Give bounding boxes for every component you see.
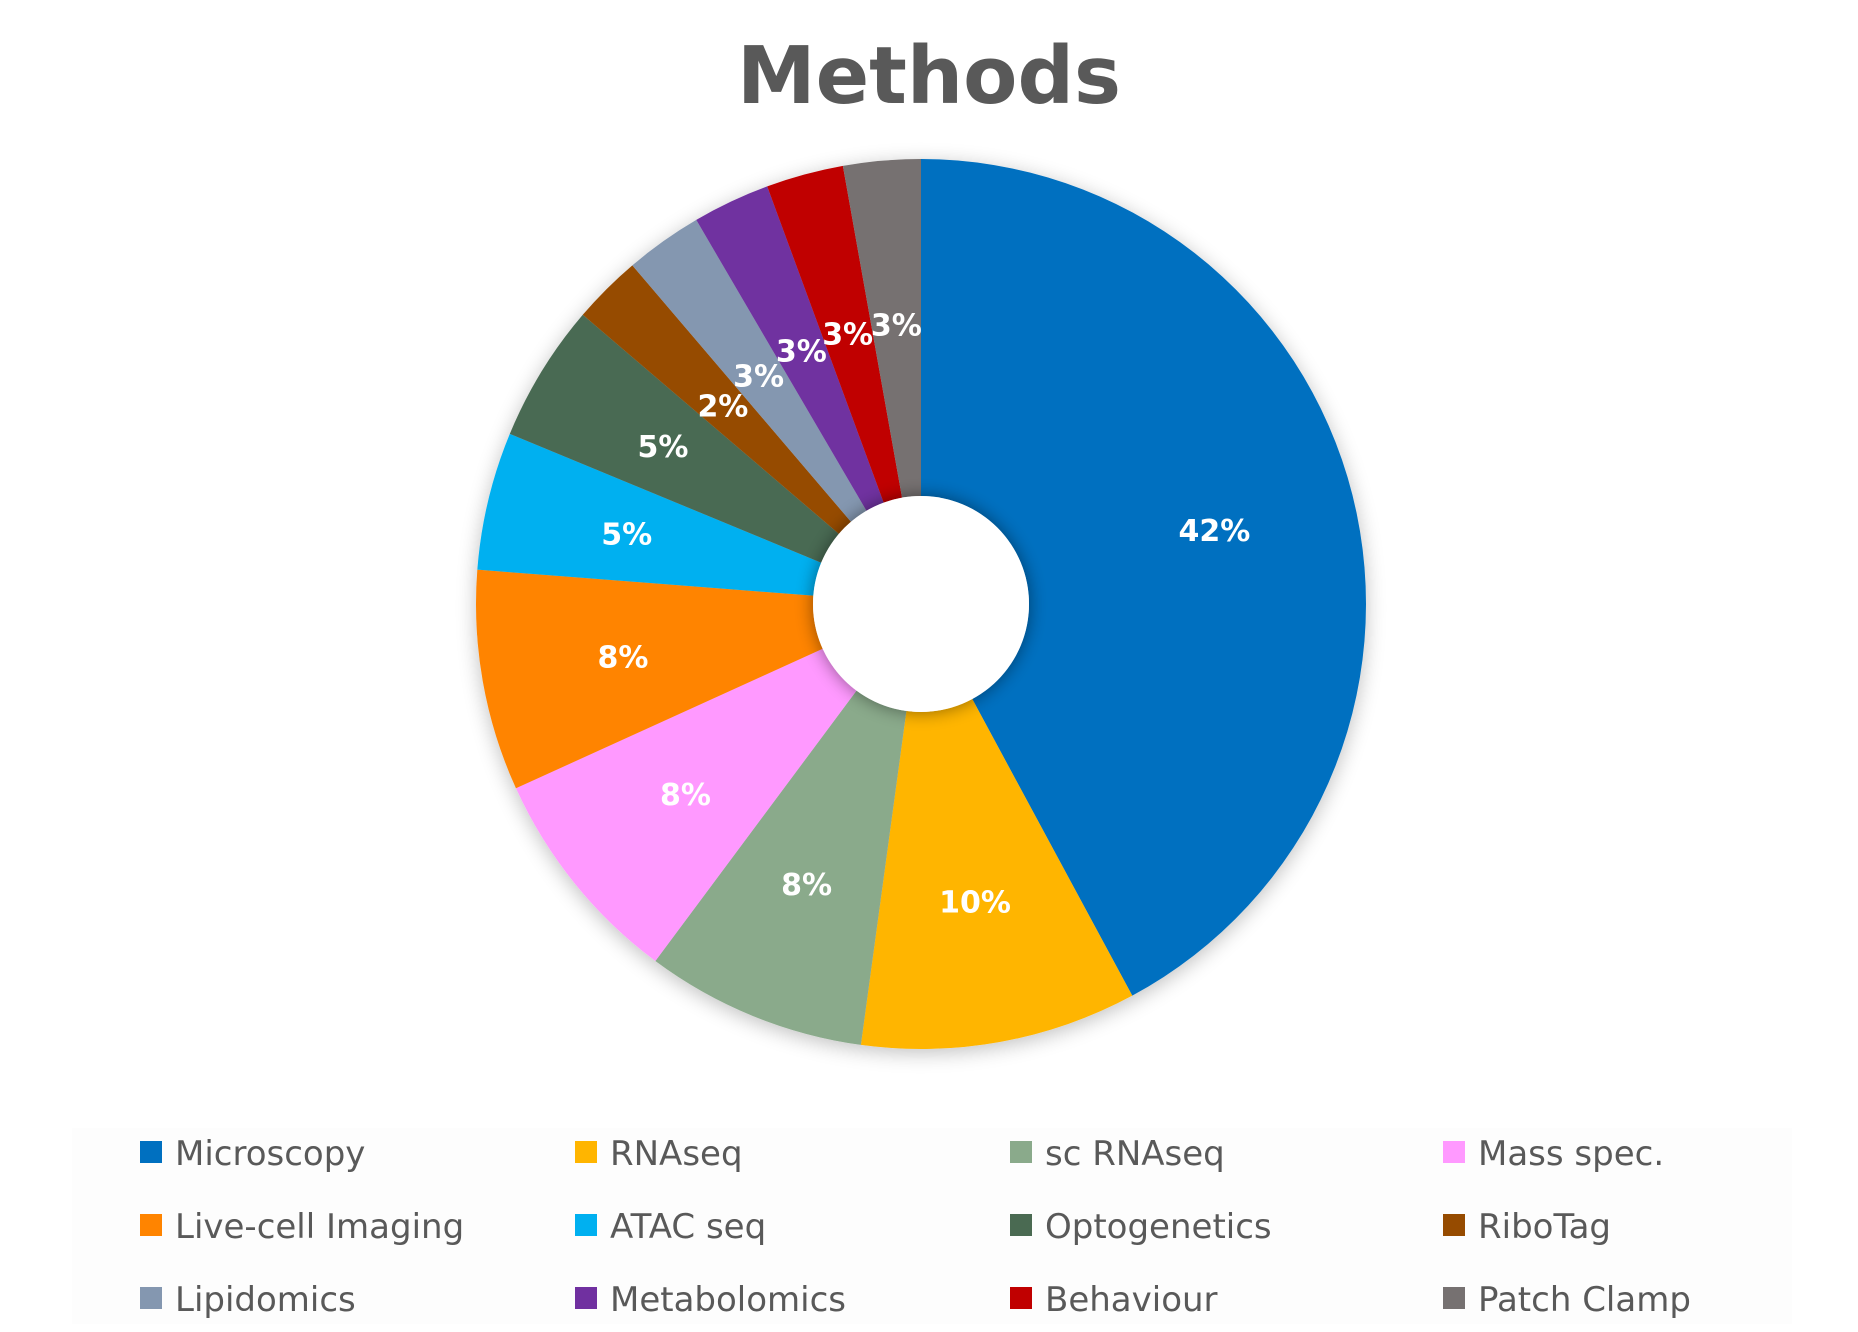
legend-swatch-behaviour — [1010, 1287, 1032, 1309]
legend-label-rnaseq: RNAseq — [610, 1134, 743, 1174]
slice-metabolomics — [696, 186, 884, 511]
legend-label-ribotag: RiboTag — [1478, 1207, 1611, 1247]
slice-optogenetics — [509, 314, 839, 563]
legend-label-live-cell-imaging: Live-cell Imaging — [175, 1207, 464, 1247]
data-label-live-cell-imaging: 8% — [598, 641, 649, 676]
legend-swatch-mass-spec — [1443, 1141, 1465, 1163]
data-label-metabolomics: 3% — [776, 334, 827, 369]
legend-item-microscopy: Microscopy — [140, 1134, 365, 1174]
data-label-microscopy: 42% — [1178, 514, 1250, 549]
legend-swatch-lipidomics — [140, 1287, 162, 1309]
slice-behaviour — [767, 165, 903, 503]
legend-swatch-metabolomics — [575, 1287, 597, 1309]
legend-item-rnaseq: RNAseq — [575, 1134, 743, 1174]
slices-group — [476, 159, 1367, 1049]
legend-item-sc-rnaseq: sc RNAseq — [1010, 1134, 1225, 1174]
legend-swatch-rnaseq — [575, 1141, 597, 1163]
legend-item-patch-clamp: Patch Clamp — [1443, 1280, 1691, 1320]
legend-swatch-microscopy — [140, 1141, 162, 1163]
legend-item-metabolomics: Metabolomics — [575, 1280, 846, 1320]
legend-item-mass-spec: Mass spec. — [1443, 1134, 1664, 1174]
legend-swatch-atac-seq — [575, 1214, 597, 1236]
legend-label-lipidomics: Lipidomics — [175, 1280, 356, 1320]
data-label-ribotag: 2% — [697, 390, 748, 425]
chart-title: Methods — [737, 30, 1121, 122]
data-label-atac-seq: 5% — [601, 518, 652, 553]
legend-label-mass-spec: Mass spec. — [1478, 1134, 1664, 1174]
data-label-rnaseq: 10% — [939, 886, 1011, 921]
legend-label-behaviour: Behaviour — [1045, 1280, 1218, 1320]
legend-label-patch-clamp: Patch Clamp — [1478, 1280, 1691, 1320]
slice-lipidomics — [632, 219, 867, 522]
data-label-lipidomics: 3% — [733, 359, 784, 394]
legend-swatch-ribotag — [1443, 1214, 1465, 1236]
legend-label-optogenetics: Optogenetics — [1045, 1207, 1272, 1247]
slice-ribotag — [582, 265, 851, 534]
legend-label-atac-seq: ATAC seq — [610, 1207, 766, 1247]
slice-rnaseq — [860, 699, 1133, 1049]
legend-label-sc-rnaseq: sc RNAseq — [1045, 1134, 1225, 1174]
legend-swatch-patch-clamp — [1443, 1287, 1465, 1309]
legend-label-microscopy: Microscopy — [175, 1134, 365, 1174]
legend-swatch-sc-rnaseq — [1010, 1141, 1032, 1163]
legend-item-atac-seq: ATAC seq — [575, 1207, 766, 1247]
legend-background — [72, 1128, 1792, 1324]
slice-atac-seq — [477, 433, 822, 596]
legend-item-live-cell-imaging: Live-cell Imaging — [140, 1207, 464, 1247]
legend-item-lipidomics: Lipidomics — [140, 1280, 356, 1320]
data-label-patch-clamp: 3% — [871, 309, 922, 344]
legend-swatch-optogenetics — [1010, 1214, 1032, 1236]
legend-item-ribotag: RiboTag — [1443, 1207, 1611, 1247]
donut-hole — [813, 496, 1029, 712]
data-label-mass-spec: 8% — [660, 778, 711, 813]
data-label-sc-rnaseq: 8% — [781, 868, 832, 903]
data-label-optogenetics: 5% — [638, 430, 689, 465]
slice-live-cell-imaging — [476, 569, 823, 789]
data-label-behaviour: 3% — [822, 317, 873, 352]
slice-mass-spec — [515, 648, 857, 962]
legend-swatch-live-cell-imaging — [140, 1214, 162, 1236]
slice-sc-rnaseq — [655, 690, 907, 1045]
legend-label-metabolomics: Metabolomics — [610, 1280, 846, 1320]
slice-patch-clamp — [842, 159, 921, 498]
legend-item-behaviour: Behaviour — [1010, 1280, 1218, 1320]
slice-microscopy — [921, 159, 1367, 996]
legend: Microscopy RNAseq sc RNAseq Mass spec. Live-… — [140, 1134, 1691, 1320]
legend-item-optogenetics: Optogenetics — [1010, 1207, 1272, 1247]
data-labels-group: 42%10%8%8%8%5%5%2%3%3%3%3% — [598, 309, 1251, 921]
